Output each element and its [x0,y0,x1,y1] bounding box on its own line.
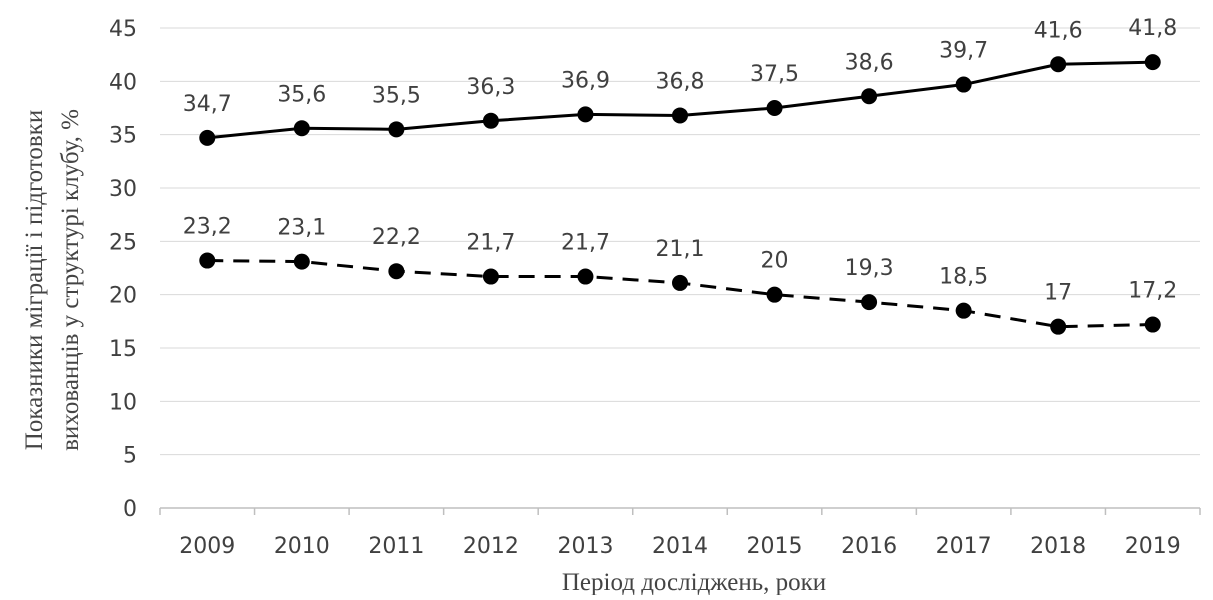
series-dashed-point [1144,316,1161,333]
data-label: 34,7 [183,92,232,117]
series-solid-point [766,100,783,116]
x-tick-label: 2016 [841,534,897,559]
data-label: 35,5 [372,83,421,108]
data-label: 41,8 [1128,16,1177,41]
x-tick-label: 2013 [557,534,613,559]
data-label: 22,2 [372,225,421,250]
y-axis-title-line2: вихованців у структурі клубу, % [57,109,84,451]
data-label: 21,1 [656,237,705,262]
x-tick-label: 2019 [1125,534,1181,559]
x-tick-label: 2015 [747,534,803,559]
x-tick-label: 2010 [274,534,330,559]
data-label: 41,6 [1034,18,1083,43]
gridlines [160,27,1200,456]
data-label: 21,7 [466,231,515,256]
y-tick-label: 25 [109,230,137,255]
y-tick-label: 40 [109,70,137,95]
series-dashed-point [672,274,688,291]
y-tick-label: 0 [123,497,137,522]
series-solid-point [388,121,405,138]
series-dashed-point [388,263,405,280]
data-label: 36,8 [656,69,705,94]
y-tick-label: 45 [109,17,137,42]
series-group [199,54,1161,335]
data-label: 23,1 [277,216,326,241]
series-solid-point [955,76,972,93]
data-labels: 34,7 35,6 35,5 36,3 36,9 36,8 37,5 38,6 39,7 41,6… [183,16,1177,306]
series-solid-point [482,112,499,129]
data-label: 23,2 [183,215,232,240]
series-dashed-point [766,286,783,303]
y-tick-label: 10 [109,390,137,415]
x-tick-label: 2014 [652,534,708,559]
series-solid-point [1144,54,1161,71]
y-tick-label: 35 [109,124,137,149]
data-label: 21,7 [561,231,610,256]
x-tick-label: 2017 [936,534,992,559]
series-solid-point [672,107,688,124]
series-dashed-point [293,253,310,270]
series-dashed-point [955,302,972,319]
series-dashed-point [577,268,594,285]
series-solid-point [861,88,878,105]
series-dashed-point [861,294,878,311]
data-label: 17 [1044,281,1072,306]
series-solid-point [293,120,310,137]
x-tick-label: 2009 [179,534,235,559]
data-label: 19,3 [845,256,894,281]
series-dashed-line [207,259,1153,329]
series-solid-point [1050,56,1067,73]
x-tick-label: 2011 [368,534,424,559]
data-label: 20 [761,249,789,274]
series-solid-point [577,106,594,123]
axes: 0 5 10 15 20 25 30 35 40 45 2009 2010 2011 2012 2013 20… [109,17,1201,559]
y-tick-label: 20 [109,284,137,309]
x-axis-title: Період досліджень, роки [562,569,826,595]
data-label: 39,7 [939,39,988,64]
data-label: 38,6 [845,50,894,75]
data-label: 36,9 [561,68,610,93]
data-label: 18,5 [939,265,988,290]
data-label: 36,3 [466,75,515,100]
y-axis-title-line1: Показники міграції і підготовки [21,110,48,450]
y-tick-label: 30 [109,177,137,202]
data-label: 37,5 [750,62,799,87]
series-dashed-point [482,268,499,285]
data-label: 35,6 [277,82,326,107]
data-label: 17,2 [1128,279,1177,304]
series-dashed-point [199,252,216,269]
series-dashed-point [1050,318,1067,335]
series-solid-point [199,129,216,146]
x-tick-label: 2018 [1030,534,1086,559]
x-tick-label: 2012 [463,534,519,559]
y-tick-label: 15 [109,337,137,362]
y-tick-label: 5 [123,444,137,469]
